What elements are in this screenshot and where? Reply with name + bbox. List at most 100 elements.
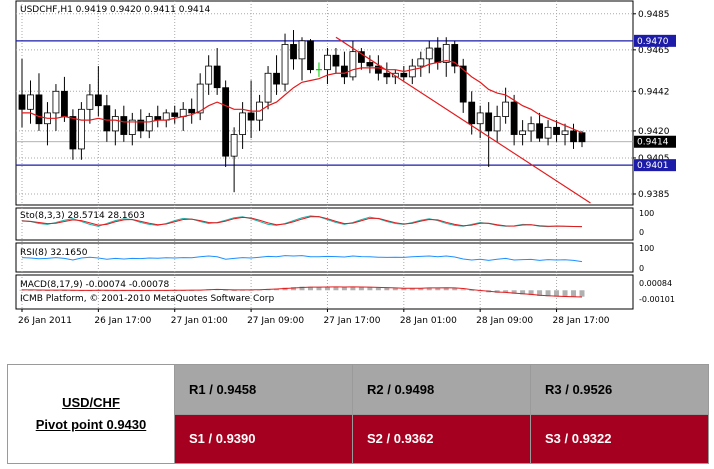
macd-histogram-bar: [545, 290, 551, 297]
support-s1: S1 / 0.9390: [174, 413, 353, 464]
level-price-tag: [634, 34, 676, 47]
candle-body: [205, 65, 213, 85]
candle-body: [307, 40, 314, 71]
support-s3: S3 / 0.9322: [530, 413, 709, 464]
candle-body: [179, 108, 187, 117]
level-price-tag: [634, 159, 676, 172]
candle-body: [383, 72, 391, 78]
macd-histogram-bar: [469, 290, 475, 292]
candle-body: [230, 134, 238, 157]
candle-body: [561, 130, 569, 135]
current-price-tag-label: 0.9414: [637, 138, 669, 148]
macd-histogram-bar: [341, 287, 347, 291]
y-tick-label: 0.9465: [638, 46, 670, 56]
macd-histogram-bar: [299, 286, 305, 291]
copyright-label: ICMB Platform, © 2001-2010 MetaQuotes So…: [20, 294, 274, 304]
candle-body: [391, 72, 399, 78]
pivot-table: USD/CHF Pivot point 0.9430 R1 / 0.9458 R…: [7, 364, 709, 464]
macd-histogram-bar: [231, 290, 237, 292]
candle-body: [52, 90, 60, 114]
macd-histogram-bar: [316, 286, 322, 291]
macd-histogram-bar: [460, 289, 466, 291]
price-chart: 0.9485 0.9465 0.9442 0.9420 0.9405 0.9385 0.94…: [15, 0, 676, 326]
candle-body: [111, 116, 119, 132]
candle-body: [86, 94, 94, 110]
support-s2: S2 / 0.9362: [352, 413, 531, 464]
candle-body: [145, 116, 153, 132]
x-tick-label: 26 Jan 17:00: [94, 316, 151, 326]
macd-histogram-bar: [562, 290, 568, 297]
candle-body: [485, 112, 493, 132]
candle-body: [459, 65, 467, 103]
macd-histogram-bar: [375, 287, 381, 291]
macd-histogram-bar: [307, 286, 313, 291]
candle-body: [69, 116, 77, 150]
macd-histogram-bar: [350, 286, 356, 291]
macd-histogram-bar: [443, 287, 449, 291]
candle-body: [502, 101, 510, 117]
candle-body: [544, 126, 552, 139]
macd-histogram-bar: [426, 287, 432, 291]
macd-histogram-bar: [392, 288, 398, 291]
macd-histogram-bar: [537, 290, 543, 296]
macd-histogram-bar: [291, 287, 297, 291]
y-tick-label: 0.9420: [638, 127, 670, 137]
candle-body: [442, 44, 450, 63]
candle-body: [400, 72, 408, 78]
candle-body: [570, 130, 577, 143]
candle-body: [77, 108, 85, 150]
macd-histogram-bar: [409, 288, 415, 291]
candle-body: [103, 105, 111, 132]
pair-label: USD/CHF: [62, 395, 120, 410]
x-tick-label: 28 Jan 09:00: [476, 316, 533, 326]
candle-body: [298, 40, 306, 60]
x-tick-label: 26 Jan 2011: [18, 316, 72, 326]
candle-body: [374, 65, 382, 74]
candle-body: [281, 44, 289, 85]
candle-body: [222, 87, 230, 157]
stochastic-tick-label: 100: [639, 209, 654, 218]
chart-svg: 0.9485 0.9465 0.9442 0.9420 0.9405 0.9385 0.94…: [15, 0, 676, 326]
candle-body: [18, 94, 26, 110]
candle-body: [349, 51, 357, 78]
resistance-row: USD/CHF Pivot point 0.9430 R1 / 0.9458 R…: [7, 364, 709, 464]
macd-histogram-bar: [520, 290, 526, 295]
resistance-r3: R3 / 0.9526: [530, 364, 709, 415]
candle-body: [366, 62, 374, 67]
macd-histogram-bar: [384, 288, 390, 291]
current-price-tag: [634, 135, 676, 148]
candle-body: [519, 130, 527, 135]
candle-body: [527, 123, 535, 132]
candle-body: [247, 112, 255, 121]
candle-body: [476, 112, 484, 125]
macd-histogram-bar: [452, 288, 458, 291]
macd-histogram-bar: [554, 290, 560, 297]
x-tick-label: 28 Jan 17:00: [553, 316, 610, 326]
candle-body: [27, 94, 34, 110]
stochastic-tick-label: 0: [639, 228, 644, 237]
candle-body: [213, 65, 221, 89]
candle-body: [434, 47, 442, 63]
candle-body: [417, 58, 425, 67]
candle-body: [264, 72, 272, 103]
trendline: [335, 36, 591, 204]
macd-histogram-bar: [223, 289, 229, 291]
candle-body: [171, 112, 179, 117]
candle-body: [137, 119, 145, 132]
x-tick-label: 27 Jan 17:00: [323, 316, 380, 326]
macd-histogram-bar: [358, 286, 364, 291]
candle-body: [357, 51, 365, 63]
macd-tick-label: -0.00101: [639, 295, 675, 304]
candle-body: [162, 112, 170, 121]
y-tick-label: 0.9405: [638, 154, 670, 164]
moving-average-line: [22, 60, 583, 134]
symbol-label: USDCHF,H1 0.9419 0.9420 0.9411 0.9414: [20, 5, 210, 15]
macd-histogram-bar: [511, 290, 517, 294]
macd-histogram-bar: [435, 287, 441, 291]
y-tick-label: 0.9485: [638, 10, 670, 20]
candle-body: [290, 44, 297, 60]
rsi-label: RSI(8) 32.1650: [20, 248, 88, 258]
rsi-panel-frame: [15, 242, 634, 273]
support-row: S1 / 0.9390 S2 / 0.9362 S3 / 0.9322: [8, 413, 709, 464]
macd-signal-line: [22, 286, 583, 298]
